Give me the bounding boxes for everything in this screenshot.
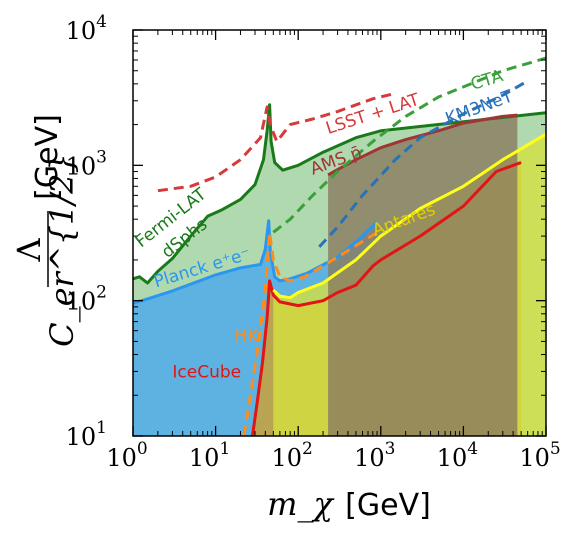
plot-frame bbox=[132, 29, 547, 437]
y-label-denominator: C_er^{1/2} bbox=[43, 153, 81, 347]
x-tick-label: 101 bbox=[189, 439, 230, 472]
limit-curves bbox=[133, 56, 546, 436]
y-tick-label: 102 bbox=[66, 283, 107, 316]
fermi-lat-dsphs-curve bbox=[133, 103, 546, 285]
exclusion-fills bbox=[133, 104, 546, 436]
y-label-numerator: Λ bbox=[10, 238, 48, 263]
icecube-curve bbox=[251, 161, 522, 436]
y-tick-label: 103 bbox=[66, 147, 107, 180]
lsst-lat-curve bbox=[157, 91, 396, 193]
axis-ticks bbox=[132, 29, 547, 437]
annotation-icecube: IceCube bbox=[172, 363, 241, 383]
y-axis-label: Λ C_er^{1/2} [GeV] bbox=[10, 114, 81, 347]
annotation-hk: HK bbox=[235, 326, 260, 346]
y-tick-label: 101 bbox=[66, 418, 107, 451]
x-tick-label: 103 bbox=[354, 439, 395, 472]
x-axis-unit: [GeV] bbox=[345, 488, 431, 523]
cta-curve bbox=[272, 56, 546, 234]
x-tick-label: 100 bbox=[106, 439, 147, 472]
x-tick-label: 102 bbox=[272, 439, 313, 472]
x-axis-label: m_χ bbox=[267, 485, 334, 523]
km3net-curve bbox=[318, 79, 529, 248]
y-axis-unit: [GeV] bbox=[30, 114, 65, 200]
x-tick-label: 105 bbox=[519, 439, 560, 472]
x-tick-label: 104 bbox=[437, 439, 478, 472]
ams-p-region bbox=[328, 115, 518, 436]
antares-curve bbox=[272, 132, 546, 300]
y-tick-label: 104 bbox=[66, 12, 107, 45]
hk-curve bbox=[242, 229, 382, 436]
